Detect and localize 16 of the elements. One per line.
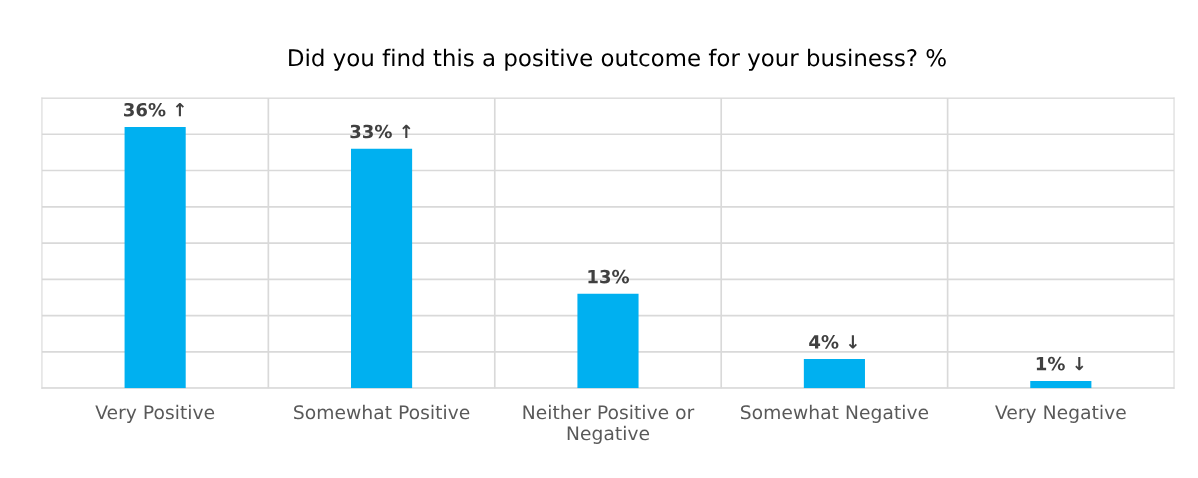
x-tick-label: Very Positive [95,404,215,423]
data-label: 1% ↓ [1036,356,1084,371]
data-label: 13% [588,269,630,284]
bar [1030,380,1092,389]
bar [577,293,639,389]
x-tick-label: Somewhat Positive [294,404,470,420]
x-tick-label: Very Negative [995,404,1126,423]
data-label: 36% ↑ [124,102,184,117]
chart-title: Did you find this a positive outcome for your business? % [289,48,946,71]
data-label: 33% ↑ [350,124,411,139]
x-tick-label: Somewhat Negative [740,404,929,423]
bar [124,127,186,389]
x-tick-label: Neither Positive or Negative [523,404,695,444]
bar [803,359,865,389]
data-label: 4% ↓ [809,335,857,349]
bar [351,148,413,389]
